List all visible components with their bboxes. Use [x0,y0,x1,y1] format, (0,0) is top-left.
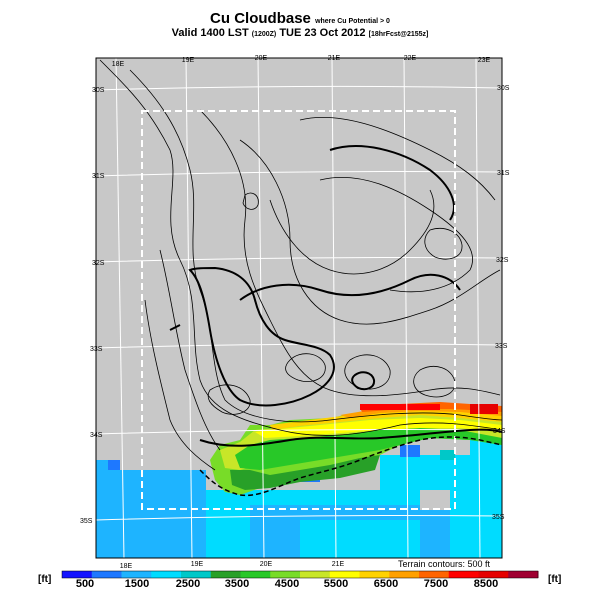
lat-label-left: 31S [92,173,105,180]
colorbar-cell [329,571,360,578]
colorbar-label: 500 [75,578,95,590]
colorbar-cell [508,571,539,578]
map-subtitle: Valid 1400 LST (1200Z) TUE 23 Oct 2012 [… [0,27,600,41]
colorbar [61,570,539,579]
colorbar-cell [478,571,509,578]
lat-label-right: 31S [497,170,510,177]
colorbar-cell [91,571,122,578]
colorbar-cell [448,571,479,578]
colorbar-label: 8500 [473,578,499,590]
colorbar-cell [240,571,271,578]
terrain-contours-bold [169,145,502,447]
colorbar-cell [359,571,390,578]
colorbar-cell [419,571,450,578]
lon-label-top: 19E [182,57,195,64]
colorbar-cell [270,571,301,578]
ocean-south-cloudbase [206,440,502,558]
colorbar-cell [151,571,182,578]
colorbar-border [61,570,539,579]
lat-labels-left: 30S 31S 32S 33S 34S 35S [80,87,105,525]
colorbar-label: 3500 [224,578,250,590]
terrain-contours [99,59,502,471]
subtitle-forecast: [18hrFcst@2155z] [368,31,429,38]
lat-label-right: 35S [492,514,505,521]
colorbar-label: 4500 [274,578,300,590]
colorbar-label: 1500 [124,578,150,590]
colorbar-unit-left: [ft] [38,574,52,585]
title-suffix: where Cu Potential > 0 [315,18,390,25]
lat-label-left: 30S [92,87,105,94]
lon-labels-top: 18E 19E 20E 21E 22E 23E [112,55,491,68]
lat-label-left: 32S [92,260,105,267]
ocean-west-cloudbase [96,460,206,558]
lat-lon-grid [96,58,502,558]
lon-label-top: 23E [478,57,491,64]
colorbar-cell [121,571,152,578]
subtitle-valid: Valid 1400 LST [171,27,249,39]
lon-label-bottom: 21E [332,561,345,568]
lat-label-right: 30S [497,85,510,92]
lat-label-left: 34S [90,432,103,439]
colorbar-cell [181,571,212,578]
terrain-contour-note: Terrain contours: 500 ft [398,559,491,569]
colorbar-cell [62,571,93,578]
inner-domain-dashed [141,110,456,510]
lon-label-top: 18E [112,61,125,68]
lon-label-bottom: 18E [120,563,133,570]
lat-label-right: 34S [493,428,506,435]
lon-label-top: 20E [255,55,268,62]
colorbar-cell [389,571,420,578]
map-title: Cu Cloudbase where Cu Potential > 0 [0,10,600,30]
lon-label-bottom: 20E [260,561,273,568]
lon-label-bottom: 19E [191,561,204,568]
lat-label-left: 35S [80,518,93,525]
cloudbase-red-patch-east [470,404,498,414]
colorbar-unit-right: [ft] [548,574,562,585]
lon-label-top: 21E [328,55,341,62]
lat-label-right: 33S [495,343,508,350]
colorbar-cell [210,571,241,578]
subtitle-date: TUE 23 Oct 2012 [279,27,366,39]
lat-label-right: 32S [496,257,509,264]
colorbar-label: 5500 [323,578,349,590]
lat-label-left: 33S [90,346,103,353]
map-frame [95,57,503,559]
title-main: Cu Cloudbase [210,10,311,27]
colorbar-label: 7500 [423,578,449,590]
colorbar-labels: 500 1500 2500 3500 4500 5500 6500 7500 8… [0,578,600,592]
lon-labels-bottom: 18E 19E 20E 21E [120,561,345,570]
lon-label-top: 22E [404,55,417,62]
colorbar-cell [300,571,331,578]
colorbar-label: 2500 [175,578,201,590]
lat-labels-right: 30S 31S 32S 33S 34S 35S [492,85,510,521]
subtitle-utc: (1200Z) [251,31,277,38]
colorbar-label: 6500 [373,578,399,590]
